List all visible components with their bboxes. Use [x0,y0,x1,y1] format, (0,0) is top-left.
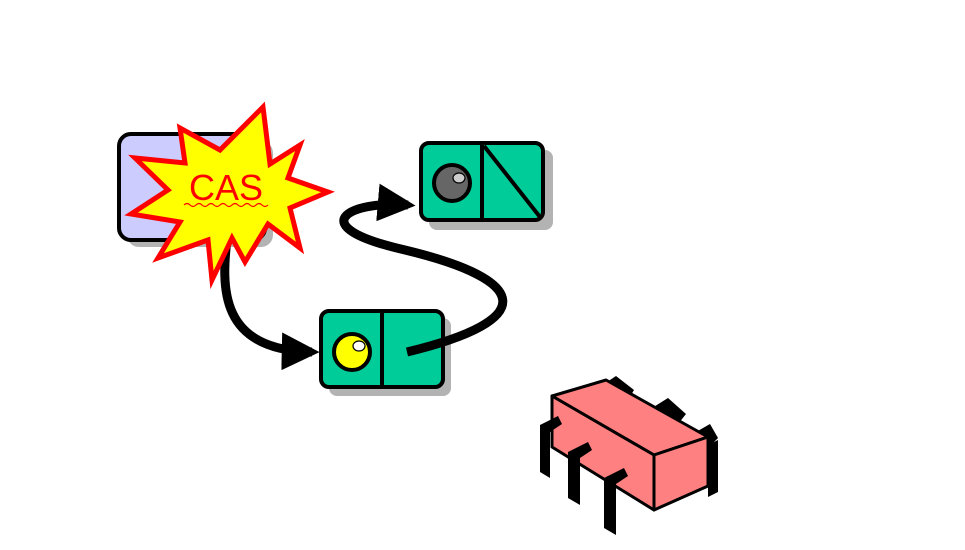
old-node-dot [432,163,472,203]
null-pointer-diagonal [482,144,542,219]
new-node-dot [332,332,372,372]
spell-underline [183,202,269,208]
cas-burst: CAS [124,101,335,290]
cas-label: CAS [189,167,263,208]
new-node-to-old-node-arrow [339,183,508,357]
bug-icon [540,376,718,535]
old-node [419,141,553,230]
new-node [319,309,451,396]
